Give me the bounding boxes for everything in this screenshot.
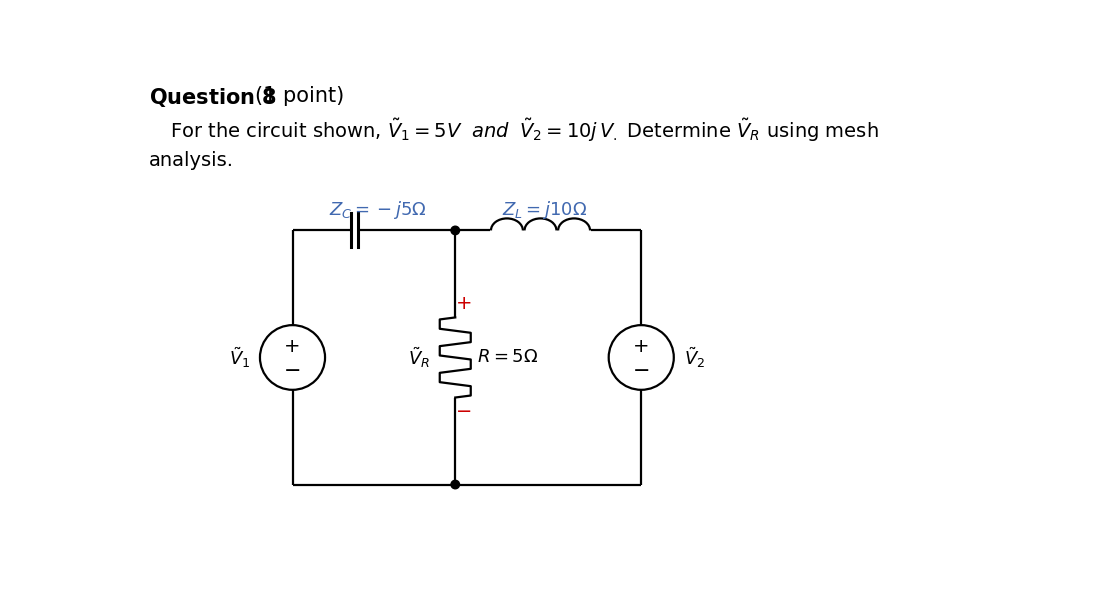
Text: $Z_C = -j5\Omega$: $Z_C = -j5\Omega$ [329, 199, 427, 221]
Text: $R = 5\Omega$: $R = 5\Omega$ [477, 349, 538, 366]
Circle shape [451, 226, 460, 234]
Circle shape [451, 480, 460, 489]
Text: +: + [632, 337, 649, 356]
Text: +: + [284, 337, 300, 356]
Text: (1 point): (1 point) [255, 86, 344, 107]
Text: −: − [456, 402, 473, 421]
Text: −: − [284, 361, 301, 381]
Text: −: − [632, 361, 650, 381]
Text: +: + [456, 294, 473, 313]
Text: $\tilde{V}_2$: $\tilde{V}_2$ [684, 345, 705, 370]
Text: $\tilde{V}_R$: $\tilde{V}_R$ [408, 345, 430, 370]
Text: $\tilde{V}_1$: $\tilde{V}_1$ [229, 345, 250, 370]
Text: analysis.: analysis. [150, 151, 234, 170]
Text: $\mathbf{Question\ 8}$: $\mathbf{Question\ 8}$ [150, 86, 277, 110]
Text: $Z_L = j10\Omega$: $Z_L = j10\Omega$ [502, 199, 587, 221]
Text: For the circuit shown, $\tilde{V}_1 = 5V\;$ $\mathit{and}$ $\;\tilde{V}_2 = 10j\: For the circuit shown, $\tilde{V}_1 = 5V… [170, 117, 879, 144]
